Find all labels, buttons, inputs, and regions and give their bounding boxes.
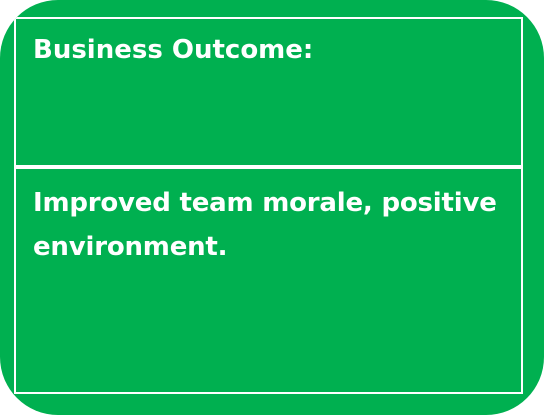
outcome-heading: Business Outcome: xyxy=(33,35,314,65)
outcome-description: Improved team morale, positive environme… xyxy=(33,188,497,262)
outcome-table: Business Outcome: Improved team morale, … xyxy=(14,17,523,394)
row-divider xyxy=(16,165,521,169)
